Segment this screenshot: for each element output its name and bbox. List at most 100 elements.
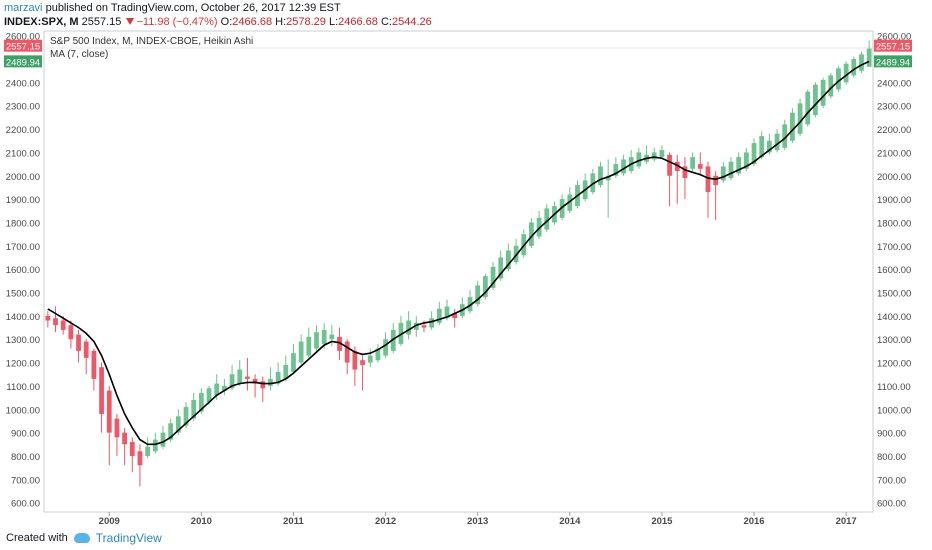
candle-body — [352, 350, 358, 370]
y-tick-label-left: 1600.00 — [6, 265, 40, 276]
x-tick-label: 2013 — [467, 516, 488, 527]
candle-body — [544, 208, 550, 230]
price-chart[interactable]: 600.00 600.00 700.00 700.00 800.00 800.00 900.… — [0, 0, 932, 530]
candle-body — [759, 136, 765, 158]
candle-body — [260, 381, 266, 389]
candle-body — [360, 360, 365, 365]
y-tick-label-left: 1100.00 — [6, 382, 40, 393]
candle-body — [321, 329, 327, 344]
candle-body — [76, 334, 81, 351]
change-value: −11.98 (−0.47%) — [136, 16, 218, 28]
y-tick-label-left: 1700.00 — [6, 242, 40, 253]
candle-body — [859, 54, 864, 71]
y-tick-label-right: 800.00 — [877, 452, 906, 463]
published-text: published on TradingView.com, October 26… — [45, 2, 341, 14]
author-link[interactable]: marzavi — [4, 2, 43, 14]
x-tick-label: 2011 — [283, 516, 304, 527]
candle-body — [590, 173, 596, 193]
y-tick-label-left: 2300.00 — [6, 102, 40, 113]
y-tick-label-left: 800.00 — [11, 452, 40, 463]
candle-body — [444, 306, 450, 319]
candle-body — [674, 161, 680, 172]
x-tick-label: 2015 — [651, 516, 673, 527]
y-tick-label-right: 2000.00 — [877, 172, 911, 183]
candle-body — [129, 441, 135, 456]
y-tick-label-left: 1400.00 — [6, 312, 40, 323]
y-tick-label-right: 700.00 — [877, 475, 906, 486]
candle-body — [736, 157, 742, 174]
candle-body — [344, 341, 350, 363]
y-tick-label-left: 2400.00 — [6, 78, 40, 89]
y-tick-label-left: 1300.00 — [6, 335, 40, 346]
candle-body — [651, 152, 657, 160]
ma-badge-left: 2489.94 — [4, 55, 42, 68]
candle-body — [667, 154, 672, 176]
candle-body — [191, 399, 197, 419]
close-label: C: — [380, 16, 392, 28]
candle-body — [283, 364, 289, 379]
y-tick-label-right: 1600.00 — [877, 265, 911, 276]
candle-body — [68, 325, 74, 340]
y-tick-label-right: 1700.00 — [877, 242, 911, 253]
y-tick-label-right: 1000.00 — [877, 405, 911, 416]
candle-body — [498, 257, 504, 279]
candle-body — [53, 318, 58, 326]
y-tick-label-right: 1800.00 — [877, 218, 911, 229]
candle-body — [690, 157, 695, 169]
candle-body — [529, 222, 534, 246]
ma-badge-right-text: 2489.94 — [876, 57, 910, 68]
candle-body — [245, 376, 250, 379]
ma-line — [47, 60, 870, 446]
candle-body — [222, 385, 227, 391]
candle-body — [820, 80, 826, 106]
y-tick-label-left: 900.00 — [11, 429, 40, 440]
y-tick-label-left: 2600.00 — [6, 32, 40, 43]
candle-body — [60, 320, 66, 330]
candle-body — [398, 322, 404, 344]
last-price-badge-right: 2557.15 — [874, 39, 912, 53]
candle-body — [367, 355, 373, 363]
candle-body — [91, 350, 97, 379]
y-tick-label-right: 2200.00 — [877, 125, 911, 136]
candle-body — [298, 341, 304, 363]
candle-body — [682, 166, 688, 179]
candle-body — [697, 164, 703, 169]
last-price-badge-left-bg — [4, 39, 42, 52]
candle-body — [383, 339, 388, 356]
y-tick-label-left: 1500.00 — [6, 289, 40, 300]
y-tick-label-right: 2300.00 — [877, 102, 911, 113]
candle-body — [375, 348, 381, 361]
candle-body — [843, 63, 849, 83]
created-with-text: Created with — [6, 532, 68, 544]
candle-body — [728, 161, 734, 179]
candle-body — [229, 374, 235, 389]
y-tick-label-right: 1900.00 — [877, 195, 911, 206]
x-tick-label: 2009 — [99, 516, 120, 527]
candle-body — [337, 336, 342, 351]
candle-body — [329, 334, 335, 340]
y-tick-label-left: 2200.00 — [6, 125, 40, 136]
x-tick-label: 2010 — [191, 516, 212, 527]
x-tick-label: 2012 — [375, 516, 396, 527]
candle-body — [659, 150, 665, 158]
x-tick-label: 2017 — [836, 516, 857, 527]
candle-body — [160, 432, 166, 447]
y-tick-label-left: 2100.00 — [6, 148, 40, 159]
candle-body — [406, 320, 411, 335]
candle-body — [782, 124, 788, 148]
candle-body — [567, 194, 573, 211]
y-tick-label-left: 600.00 — [11, 499, 40, 510]
tradingview-cloud-icon — [73, 533, 90, 543]
candle-body — [314, 332, 319, 349]
last-price-badge-right-bg — [874, 39, 912, 52]
tradingview-brand[interactable]: TradingView — [95, 531, 162, 545]
candle-body — [175, 416, 181, 433]
candle-body — [183, 406, 189, 426]
candle-body — [598, 166, 603, 186]
ma-badge-left-bg — [4, 55, 42, 68]
candle-body — [751, 143, 757, 165]
candle-body — [106, 390, 112, 433]
candle-body — [145, 446, 151, 456]
candle-body — [805, 91, 811, 125]
high-label: H: — [275, 16, 287, 28]
